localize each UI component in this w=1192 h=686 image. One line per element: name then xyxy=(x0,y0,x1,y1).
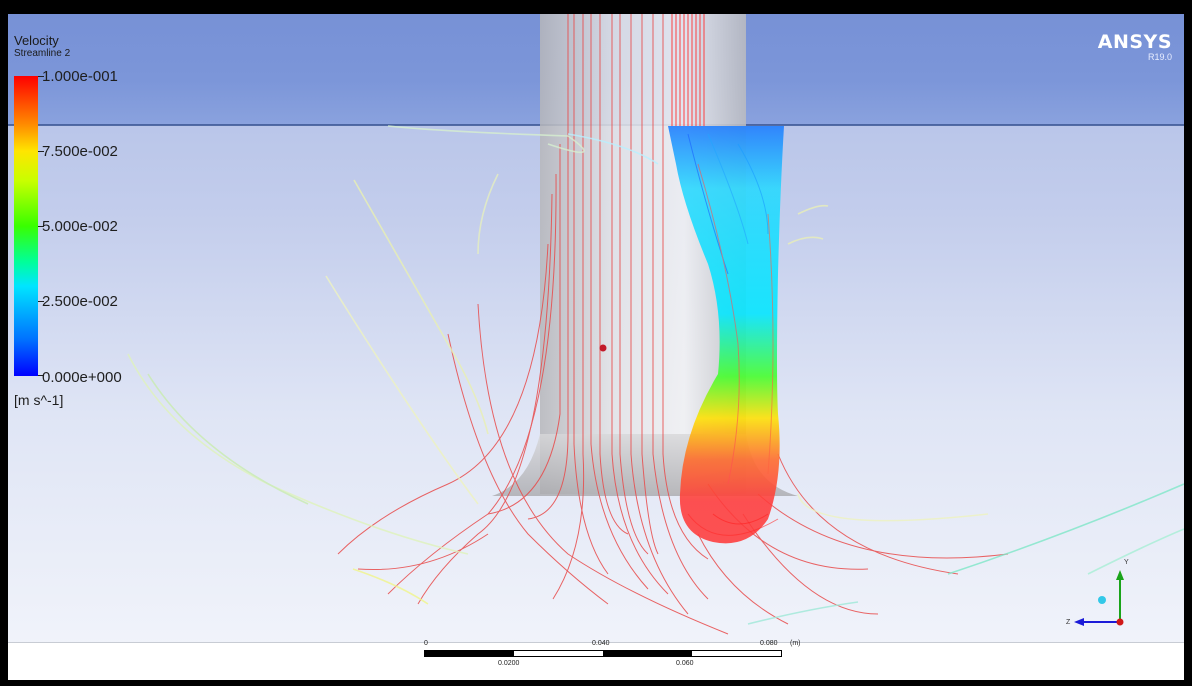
scale-label-060: 0.060 xyxy=(676,660,694,667)
legend-tick xyxy=(38,76,44,77)
legend-label-25: 2.500e-002 xyxy=(42,293,118,310)
ansys-logo-text: ANSYS xyxy=(1097,31,1172,53)
legend-units: [m s^-1] xyxy=(14,392,64,408)
legend-label-75: 7.500e-002 xyxy=(42,143,118,160)
axis-triad[interactable]: Y Z xyxy=(1062,548,1132,628)
scale-bar xyxy=(424,650,782,657)
ansys-logo: ANSYS R19.0 xyxy=(1098,32,1172,62)
scale-label-0020: 0.0200 xyxy=(498,660,520,667)
ansys-version: R19.0 xyxy=(1147,52,1172,62)
scale-label-080: 0.080 xyxy=(760,640,778,647)
legend-tick xyxy=(38,375,44,376)
scale-label-040: 0.040 xyxy=(592,640,610,647)
z-axis-arrowhead xyxy=(1074,618,1084,626)
scale-segment xyxy=(425,651,514,656)
legend-title: Velocity xyxy=(14,33,59,48)
legend-tick xyxy=(38,301,44,302)
legend-label-50: 5.000e-002 xyxy=(42,218,118,235)
z-axis-label: Z xyxy=(1066,619,1071,626)
y-axis-label: Y xyxy=(1124,559,1129,566)
view-sphere xyxy=(1098,596,1106,604)
legend-label-max: 1.000e-001 xyxy=(42,68,118,85)
scale-label-0: 0 xyxy=(424,640,428,647)
dense-inlet-streamlines xyxy=(671,14,705,126)
red-streamlines xyxy=(337,14,1009,635)
seed-point-marker[interactable] xyxy=(599,344,607,352)
scale-bar-strip xyxy=(8,642,1184,680)
legend-tick xyxy=(38,226,44,227)
scale-unit: (m) xyxy=(790,640,801,647)
streamline-scene[interactable] xyxy=(8,14,1184,680)
scale-segment xyxy=(603,651,692,656)
low-velocity-streamlines xyxy=(127,125,1184,625)
legend-tick xyxy=(38,151,44,152)
x-axis-dot xyxy=(1116,618,1124,626)
legend-colorbar[interactable] xyxy=(14,76,38,376)
legend-label-min: 0.000e+000 xyxy=(42,369,122,386)
cfd-3d-viewport[interactable]: Velocity Streamline 2 1.000e-001 7.500e-… xyxy=(8,14,1184,680)
plume-streamline-texture xyxy=(687,133,779,536)
legend-subtitle: Streamline 2 xyxy=(14,48,71,59)
y-axis-arrowhead xyxy=(1116,570,1124,580)
velocity-plume xyxy=(668,126,784,544)
